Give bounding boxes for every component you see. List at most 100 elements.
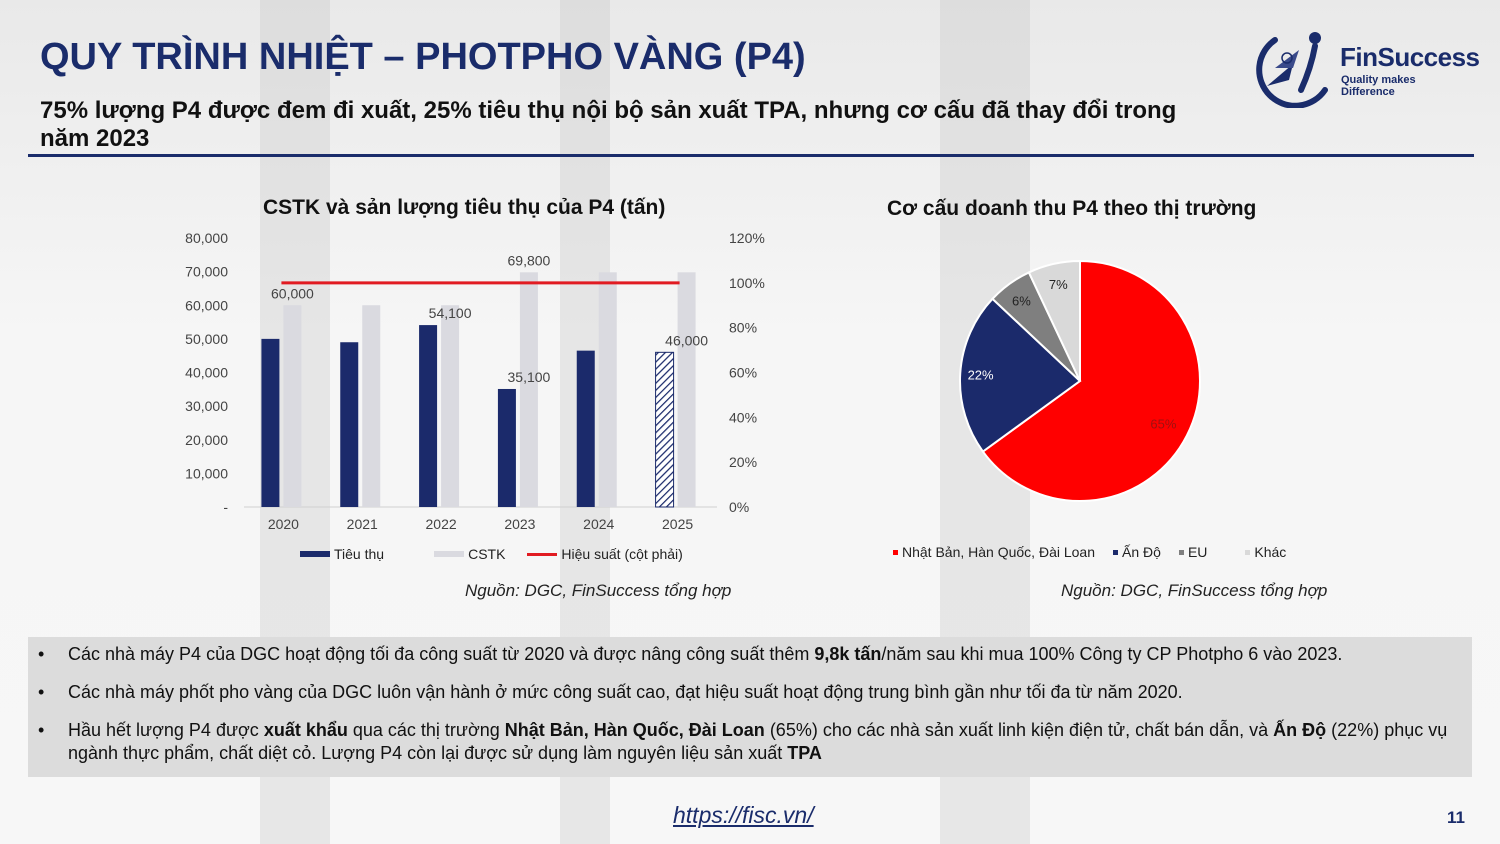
pie-slice-3	[1027, 259, 1081, 382]
note-segment: /năm sau khi mua 100% Công ty CP Photpho…	[881, 644, 1343, 664]
y-right-tick-label: 60%	[729, 365, 757, 381]
note-segment: (65%) cho các nhà sản xuất linh kiện điệ…	[764, 720, 1274, 740]
pie-label-3: 7%	[1049, 277, 1068, 292]
bar-cstk-2022	[441, 305, 460, 507]
y-right-tick-label: 20%	[729, 454, 757, 470]
note-emphasis: Nhật Bản, Hàn Quốc, Đài Loan	[504, 720, 765, 740]
note-text: Hầu hết lượng P4 được xuất khẩu qua các …	[68, 719, 1462, 765]
bar-chart: - 10,000 20,000 30,000 40,000 50,000 60,000 70,…	[185, 230, 765, 532]
page-subtitle: 75% lượng P4 được đem đi xuất, 25% tiêu …	[40, 97, 1177, 152]
data-label-2023: 35,100	[508, 369, 551, 385]
y-left-tick-label: 30,000	[185, 398, 228, 414]
y-left-tick-label: 40,000	[185, 365, 228, 381]
legend-swatch	[527, 552, 558, 556]
data-label-2025: 46,000	[665, 332, 708, 348]
x-tick-label: 2025	[662, 516, 693, 532]
note-emphasis: 9,8k tấn	[814, 644, 882, 664]
note-text: Các nhà máy phốt pho vàng của DGC luôn v…	[68, 681, 1183, 704]
legend-item-hieu-suat: Hiệu suất (cột phải)	[527, 546, 683, 562]
bar-cstk-2025	[677, 272, 696, 507]
bar-cstk-2024	[598, 272, 617, 507]
y-left-tick-label: 60,000	[185, 297, 228, 313]
note-segment: Các nhà máy phốt pho vàng của DGC luôn v…	[68, 682, 1183, 702]
website-link[interactable]: https://fisc.vn/	[673, 802, 814, 828]
bar-tieu-thu-2022	[419, 325, 438, 507]
bar-chart-title: CSTK và sản lượng tiêu thụ của P4 (tấn)	[263, 196, 666, 219]
y-right-tick-label: 100%	[729, 275, 765, 291]
pie-chart: 65% 22% 6% 7%	[959, 259, 1201, 502]
note-item: • Các nhà máy phốt pho vàng của DGC luôn …	[38, 681, 1462, 704]
note-segment: (22%) phục vụ ngành thực phẩm, chất diệt…	[68, 720, 1448, 763]
bar-cstk-2021	[362, 305, 381, 507]
legend-label: Tiêu thụ	[334, 546, 385, 562]
y-right-tick-label: 120%	[729, 230, 765, 246]
pie-chart-legend: Nhật Bản, Hàn Quốc, Đài Loan Ấn Độ EU Kh…	[893, 544, 1308, 560]
legend-label: Khác	[1254, 544, 1287, 560]
note-item: • Hầu hết lượng P4 được xuất khẩu qua các…	[38, 719, 1462, 765]
pie-label-1: 22%	[968, 368, 994, 383]
legend-swatch	[300, 551, 330, 557]
bar-tieu-thu-2024	[576, 350, 595, 507]
x-tick-label: 2022	[426, 516, 457, 532]
legend-label: Ấn Độ	[1122, 544, 1161, 560]
pie-label-0: 65%	[1150, 416, 1176, 431]
legend-item-tieu-thu: Tiêu thụ	[300, 546, 384, 562]
legend-swatch	[1245, 549, 1251, 555]
note-emphasis: Ấn Độ	[1273, 720, 1327, 740]
bar-chart-source: Nguồn: DGC, FinSuccess tổng hợp	[465, 581, 732, 600]
data-label-2022: 54,100	[429, 305, 472, 321]
legend-item-eu: EU	[1178, 544, 1208, 560]
note-emphasis: xuất khẩu	[263, 720, 348, 740]
legend-label: Nhật Bản, Hàn Quốc, Đài Loan	[902, 544, 1096, 560]
legend-item-nhat-ban: Nhật Bản, Hàn Quốc, Đài Loan	[893, 544, 1095, 560]
legend-item-khac: Khác	[1245, 544, 1286, 560]
bar-tieu-thu-2025	[655, 351, 675, 508]
page-number: 11	[1447, 808, 1465, 827]
bullet: •	[38, 644, 45, 664]
note-emphasis: TPA	[787, 743, 822, 763]
note-segment: Các nhà máy P4 của DGC hoạt động tối đa …	[68, 644, 815, 664]
bar-chart-legend: Tiêu thụ CSTK Hiệu suất (cột phải)	[300, 546, 705, 562]
x-tick-label: 2021	[347, 516, 378, 532]
pie-slice-1	[959, 297, 1082, 453]
header-divider	[28, 154, 1474, 157]
bar-tieu-thu-2023	[497, 388, 516, 507]
y-left-tick-label: 70,000	[185, 264, 228, 280]
data-label-2023: 69,800	[508, 252, 551, 268]
y-left-tick-label: 10,000	[185, 465, 228, 481]
note-segment: Hầu hết lượng P4 được	[68, 720, 264, 740]
bar-tieu-thu-2021	[340, 342, 359, 507]
pie-slice-0	[981, 259, 1201, 502]
logo-tagline: Quality makes Difference	[1341, 74, 1416, 98]
legend-swatch	[893, 549, 898, 555]
y-left-tick-label: -	[223, 499, 228, 515]
page-title: QUY TRÌNH NHIỆT – PHOTPHO VÀNG (P4)	[40, 36, 806, 78]
note-text: Các nhà máy P4 của DGC hoạt động tối đa …	[68, 643, 1342, 666]
legend-item-an-do: Ấn Độ	[1113, 544, 1161, 560]
y-right-tick-label: 0%	[729, 499, 749, 515]
bar-cstk-2020	[283, 305, 302, 507]
legend-label: Hiệu suất (cột phải)	[561, 546, 683, 562]
logo-name: FinSuccess	[1340, 42, 1480, 72]
x-tick-label: 2020	[268, 516, 299, 532]
legend-label: EU	[1187, 544, 1208, 560]
y-right-tick-label: 40%	[729, 409, 757, 425]
legend-label: CSTK	[468, 546, 506, 562]
bullet: •	[38, 682, 45, 702]
x-tick-label: 2024	[583, 516, 614, 532]
logo-mark-icon	[1256, 32, 1328, 109]
y-left-tick-label: 50,000	[185, 331, 228, 347]
note-segment: qua các thị trường	[347, 720, 505, 740]
legend-swatch	[1178, 549, 1184, 555]
y-right-tick-label: 80%	[729, 320, 757, 336]
y-left-tick-label: 20,000	[185, 432, 228, 448]
notes-box: • Các nhà máy P4 của DGC hoạt động tối đa…	[28, 637, 1472, 777]
bullet: •	[38, 720, 45, 740]
logo[interactable]: FinSuccess Quality makes Difference	[1245, 28, 1480, 109]
legend-item-cstk: CSTK	[434, 546, 505, 562]
bar-tieu-thu-2020	[261, 338, 280, 507]
y-left-tick-label: 80,000	[185, 230, 228, 246]
legend-swatch	[434, 551, 465, 557]
legend-swatch	[1113, 549, 1119, 555]
bar-cstk-2023	[519, 272, 538, 507]
